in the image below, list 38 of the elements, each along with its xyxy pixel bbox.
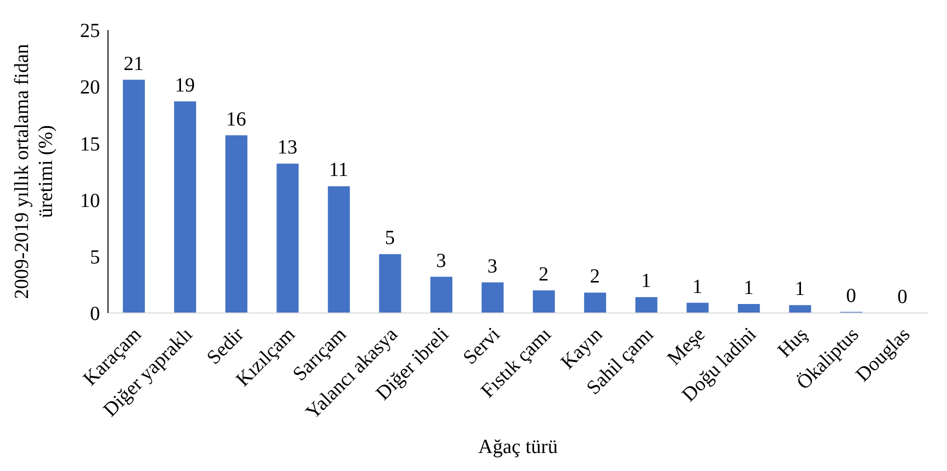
bar — [122, 80, 145, 313]
bar — [276, 164, 299, 313]
data-label: 13 — [277, 136, 298, 159]
data-label: 2 — [538, 263, 549, 286]
bar — [532, 290, 555, 313]
data-label: 16 — [226, 108, 246, 130]
bar — [738, 304, 760, 313]
data-label: 2 — [590, 266, 600, 288]
x-axis-title: Ağaç türü — [478, 436, 558, 458]
data-label: 0 — [897, 286, 908, 308]
bar — [174, 101, 196, 313]
bar — [430, 276, 452, 313]
y-axis-title: 2009-2019 yıllık ortalama fidan üretimi (%) — [11, 44, 57, 299]
y-tick-label: 5 — [90, 246, 100, 268]
data-label: 19 — [174, 74, 195, 96]
bar — [584, 292, 606, 313]
data-label: 1 — [641, 270, 652, 292]
bar — [789, 305, 812, 313]
y-tick-label: 0 — [90, 303, 100, 326]
data-label: 1 — [794, 278, 805, 300]
y-tick-label: 10 — [80, 190, 100, 212]
data-label: 1 — [744, 276, 754, 299]
bar — [635, 297, 658, 313]
y-tick-label: 20 — [80, 76, 100, 99]
bar — [686, 302, 709, 313]
data-label: 11 — [328, 159, 348, 182]
data-label: 21 — [124, 52, 144, 75]
data-label: 3 — [487, 255, 498, 278]
bar — [328, 186, 350, 313]
bar — [225, 135, 248, 313]
bar — [379, 254, 402, 313]
data-label: 5 — [384, 227, 395, 250]
data-label: 0 — [846, 284, 856, 307]
data-label: 3 — [436, 250, 446, 272]
y-tick-label: 15 — [80, 133, 100, 156]
y-tick-label: 25 — [80, 20, 100, 42]
data-label: 1 — [692, 276, 702, 298]
bar — [482, 282, 504, 313]
